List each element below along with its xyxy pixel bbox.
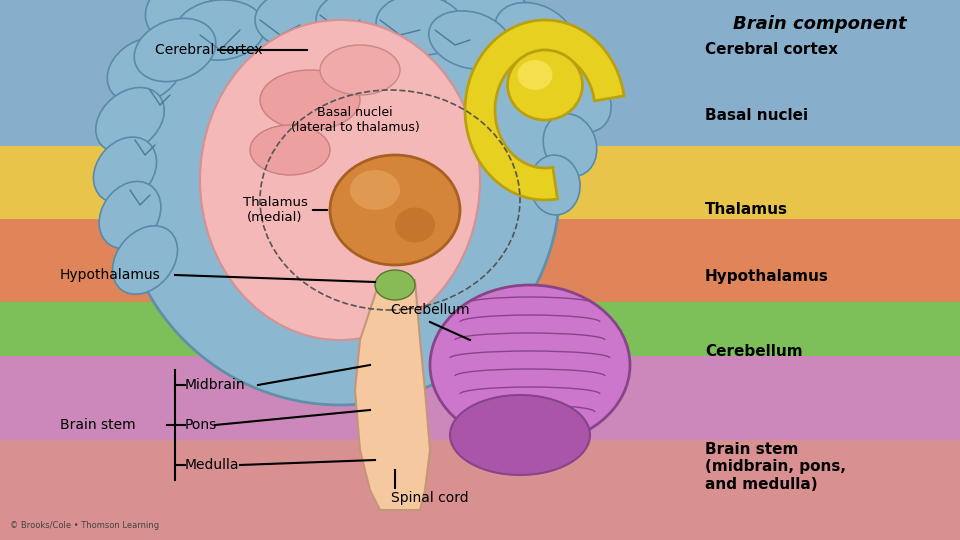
Ellipse shape xyxy=(444,0,532,48)
Ellipse shape xyxy=(530,29,600,92)
Text: Hypothalamus: Hypothalamus xyxy=(60,268,160,282)
Ellipse shape xyxy=(120,0,560,405)
Text: Hypothalamus: Hypothalamus xyxy=(705,268,828,284)
Ellipse shape xyxy=(260,70,360,130)
Ellipse shape xyxy=(268,0,372,26)
Text: Thalamus: Thalamus xyxy=(705,202,788,218)
Text: Cerebellum: Cerebellum xyxy=(705,345,803,360)
Ellipse shape xyxy=(210,0,310,30)
Bar xyxy=(0,302,960,356)
Ellipse shape xyxy=(108,37,182,103)
Text: Basal nuclei: Basal nuclei xyxy=(705,107,808,123)
Ellipse shape xyxy=(430,285,630,445)
Ellipse shape xyxy=(320,45,400,95)
Polygon shape xyxy=(355,280,430,510)
Text: Cerebral cortex: Cerebral cortex xyxy=(705,43,838,57)
Ellipse shape xyxy=(375,270,415,300)
Ellipse shape xyxy=(255,0,345,50)
Text: Brain component: Brain component xyxy=(733,15,907,33)
Polygon shape xyxy=(465,20,624,200)
Bar xyxy=(0,440,960,540)
Ellipse shape xyxy=(517,60,553,90)
Ellipse shape xyxy=(316,0,404,50)
Ellipse shape xyxy=(376,0,464,55)
Text: Cerebral cortex: Cerebral cortex xyxy=(155,43,263,57)
Ellipse shape xyxy=(99,181,161,248)
Ellipse shape xyxy=(175,0,265,60)
Ellipse shape xyxy=(530,155,580,215)
Text: Brain stem: Brain stem xyxy=(60,418,135,432)
Ellipse shape xyxy=(395,207,435,242)
Ellipse shape xyxy=(450,395,590,475)
Ellipse shape xyxy=(96,87,164,152)
Text: Brain stem
(midbrain, pons,
and medulla): Brain stem (midbrain, pons, and medulla) xyxy=(705,442,846,492)
Text: Midbrain: Midbrain xyxy=(185,378,246,392)
Text: Basal nuclei
(lateral to thalamus): Basal nuclei (lateral to thalamus) xyxy=(291,106,420,134)
Ellipse shape xyxy=(508,50,583,120)
Ellipse shape xyxy=(200,20,480,340)
Ellipse shape xyxy=(145,0,254,49)
Ellipse shape xyxy=(93,137,156,203)
Text: © Brooks/Cole • Thomson Learning: © Brooks/Cole • Thomson Learning xyxy=(10,521,159,530)
Ellipse shape xyxy=(330,0,430,28)
Ellipse shape xyxy=(134,18,216,82)
Ellipse shape xyxy=(429,11,512,69)
Text: Spinal cord: Spinal cord xyxy=(391,491,468,505)
Ellipse shape xyxy=(387,0,483,35)
Text: Thalamus
(medial): Thalamus (medial) xyxy=(243,196,307,224)
Ellipse shape xyxy=(549,68,612,132)
Bar xyxy=(0,356,960,440)
Ellipse shape xyxy=(543,113,597,177)
Bar xyxy=(0,0,960,146)
Ellipse shape xyxy=(350,170,400,210)
Ellipse shape xyxy=(250,125,330,175)
Text: Medulla: Medulla xyxy=(185,458,239,472)
Ellipse shape xyxy=(112,226,178,294)
Ellipse shape xyxy=(494,3,575,68)
Bar xyxy=(0,146,960,219)
Bar xyxy=(0,219,960,302)
Ellipse shape xyxy=(330,155,460,265)
Text: Pons: Pons xyxy=(185,418,217,432)
Text: Cerebellum: Cerebellum xyxy=(390,303,469,317)
